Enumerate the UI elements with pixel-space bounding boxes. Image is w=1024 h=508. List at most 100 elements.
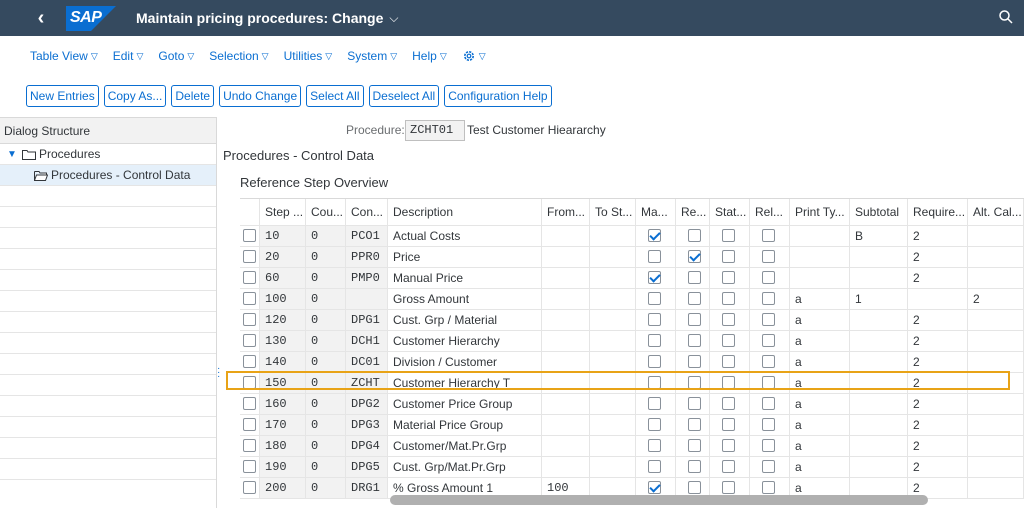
ma-checkbox[interactable] — [648, 334, 661, 347]
cell-desc[interactable]: Cust. Grp / Material — [388, 310, 542, 330]
cell-print[interactable]: a — [790, 394, 850, 414]
cell-cou[interactable]: 0 — [306, 247, 346, 267]
column-header[interactable]: Stat... — [710, 199, 750, 225]
cell-subtotal[interactable] — [850, 268, 908, 288]
back-icon[interactable]: ‹ — [37, 7, 45, 29]
cell-desc[interactable]: Customer Hierarchy T — [388, 373, 542, 393]
new-entries-button[interactable]: New Entries — [26, 85, 99, 107]
table-row[interactable]: 170 0 DPG3 Material Price Group a 2 — [240, 415, 1024, 436]
cell-req[interactable]: 2 — [908, 226, 968, 246]
table-row[interactable]: 20 0 PPR0 Price 2 — [240, 247, 1024, 268]
cell-step[interactable]: 140 — [260, 352, 306, 372]
table-row[interactable]: 100 0 Gross Amount a 1 2 — [240, 289, 1024, 310]
cell-from[interactable]: 100 — [542, 478, 590, 498]
row-select-checkbox[interactable] — [243, 439, 256, 452]
cell-con[interactable]: DC01 — [346, 352, 388, 372]
stat-checkbox[interactable] — [722, 250, 735, 263]
cell-alt[interactable] — [968, 268, 1024, 288]
cell-subtotal[interactable]: 1 — [850, 289, 908, 309]
re-checkbox[interactable] — [688, 292, 701, 305]
tree-item-procedures[interactable]: ▼ Procedures — [0, 144, 216, 165]
cell-con[interactable] — [346, 289, 388, 309]
table-row[interactable]: 140 0 DC01 Division / Customer a 2 — [240, 352, 1024, 373]
cell-subtotal[interactable] — [850, 352, 908, 372]
cell-req[interactable]: 2 — [908, 373, 968, 393]
configuration-help-button[interactable]: Configuration Help — [444, 85, 552, 107]
search-icon[interactable] — [998, 9, 1014, 25]
rel-checkbox[interactable] — [762, 481, 775, 494]
stat-checkbox[interactable] — [722, 460, 735, 473]
cell-to[interactable] — [590, 247, 636, 267]
cell-print[interactable] — [790, 226, 850, 246]
cell-desc[interactable]: Gross Amount — [388, 289, 542, 309]
cell-req[interactable]: 2 — [908, 331, 968, 351]
cell-to[interactable] — [590, 310, 636, 330]
cell-step[interactable]: 160 — [260, 394, 306, 414]
stat-checkbox[interactable] — [722, 271, 735, 284]
cell-desc[interactable]: Cust. Grp/Mat.Pr.Grp — [388, 457, 542, 477]
rel-checkbox[interactable] — [762, 460, 775, 473]
menu-system[interactable]: System ▽ — [347, 49, 397, 63]
re-checkbox[interactable] — [688, 460, 701, 473]
delete-button[interactable]: Delete — [171, 85, 215, 107]
re-checkbox[interactable] — [688, 418, 701, 431]
cell-print[interactable]: a — [790, 415, 850, 435]
cell-from[interactable] — [542, 457, 590, 477]
cell-cou[interactable]: 0 — [306, 226, 346, 246]
re-checkbox[interactable] — [688, 271, 701, 284]
column-header[interactable]: Cou... — [306, 199, 346, 225]
cell-req[interactable]: 2 — [908, 394, 968, 414]
cell-subtotal[interactable] — [850, 478, 908, 498]
cell-alt[interactable] — [968, 415, 1024, 435]
tree-item-control-data[interactable]: Procedures - Control Data — [0, 165, 216, 186]
menu-goto[interactable]: Goto ▽ — [158, 49, 194, 63]
column-header[interactable]: Alt. Cal... — [968, 199, 1024, 225]
deselect-all-button[interactable]: Deselect All — [368, 85, 440, 107]
cell-step[interactable]: 20 — [260, 247, 306, 267]
table-row[interactable]: 160 0 DPG2 Customer Price Group a 2 — [240, 394, 1024, 415]
cell-con[interactable]: PCO1 — [346, 226, 388, 246]
cell-req[interactable] — [908, 289, 968, 309]
column-header[interactable]: Print Ty... — [790, 199, 850, 225]
cell-step[interactable]: 120 — [260, 310, 306, 330]
ma-checkbox[interactable] — [648, 481, 661, 494]
row-select-checkbox[interactable] — [243, 313, 256, 326]
cell-to[interactable] — [590, 457, 636, 477]
cell-print[interactable]: a — [790, 352, 850, 372]
cell-to[interactable] — [590, 268, 636, 288]
cell-cou[interactable]: 0 — [306, 289, 346, 309]
stat-checkbox[interactable] — [722, 355, 735, 368]
ma-checkbox[interactable] — [648, 460, 661, 473]
splitter[interactable] — [216, 117, 224, 508]
cell-alt[interactable] — [968, 226, 1024, 246]
cell-print[interactable]: a — [790, 310, 850, 330]
cell-from[interactable] — [542, 247, 590, 267]
rel-checkbox[interactable] — [762, 355, 775, 368]
ma-checkbox[interactable] — [648, 355, 661, 368]
rel-checkbox[interactable] — [762, 313, 775, 326]
table-row[interactable]: 10 0 PCO1 Actual Costs B 2 — [240, 226, 1024, 247]
chevron-down-icon[interactable]: ⌵ — [389, 10, 399, 25]
rel-checkbox[interactable] — [762, 250, 775, 263]
row-select-checkbox[interactable] — [243, 355, 256, 368]
column-header[interactable]: Rel... — [750, 199, 790, 225]
select-column-header[interactable] — [240, 199, 260, 225]
stat-checkbox[interactable] — [722, 229, 735, 242]
cell-step[interactable]: 130 — [260, 331, 306, 351]
stat-checkbox[interactable] — [722, 313, 735, 326]
cell-alt[interactable] — [968, 331, 1024, 351]
sap-logo[interactable]: SAP — [66, 5, 116, 31]
table-row[interactable]: 60 0 PMP0 Manual Price 2 — [240, 268, 1024, 289]
cell-alt[interactable] — [968, 310, 1024, 330]
cell-con[interactable]: PMP0 — [346, 268, 388, 288]
cell-cou[interactable]: 0 — [306, 436, 346, 456]
column-header[interactable]: Require... — [908, 199, 968, 225]
cell-print[interactable]: a — [790, 478, 850, 498]
re-checkbox[interactable] — [688, 250, 701, 263]
column-header[interactable]: Step ... — [260, 199, 306, 225]
app-title[interactable]: Maintain pricing procedures: Change — [136, 10, 384, 26]
stat-checkbox[interactable] — [722, 292, 735, 305]
ma-checkbox[interactable] — [648, 271, 661, 284]
cell-step[interactable]: 10 — [260, 226, 306, 246]
ma-checkbox[interactable] — [648, 229, 661, 242]
